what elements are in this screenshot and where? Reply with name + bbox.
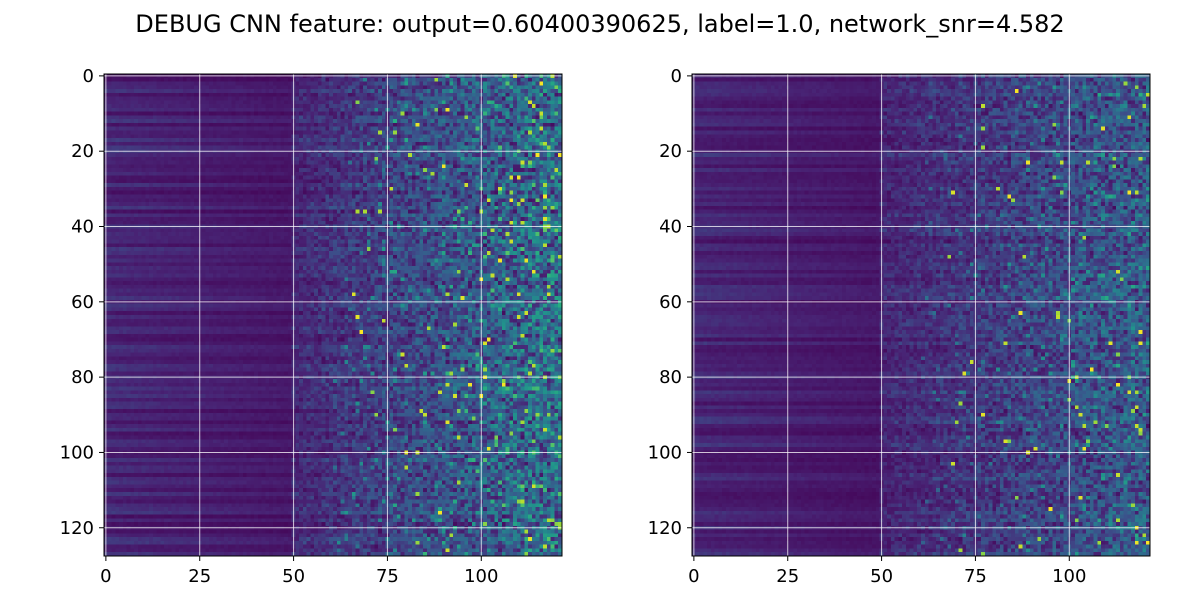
y-tick-label: 20 [659,141,682,162]
x-tick-label: 0 [100,566,111,587]
x-tick-label: 100 [1052,566,1086,587]
y-tick-label: 80 [71,367,94,388]
x-tick-label: 50 [870,566,893,587]
y-tick-label: 120 [60,518,94,539]
y-tick-label: 60 [659,292,682,313]
y-tick-label: 40 [71,217,94,238]
x-tick-label: 75 [376,566,399,587]
x-tick-label: 25 [776,566,799,587]
right-heatmap-frame [691,73,1151,557]
y-tick-label: 100 [60,442,94,463]
y-tick-label: 100 [648,442,682,463]
y-tick-label: 80 [659,367,682,388]
heatmap-cells [692,74,1150,556]
right-heatmap-panel: 0 25 50 75 100 0 20 40 60 80 100 120 [648,66,1151,587]
x-tick-label: 100 [464,566,498,587]
right-heatmap-y-axis: 0 20 40 60 80 100 120 [648,66,692,539]
x-tick-label: 75 [964,566,987,587]
y-tick-label: 60 [71,292,94,313]
y-tick-label: 0 [671,66,682,87]
left-heatmap-image [104,74,562,556]
y-tick-label: 120 [648,518,682,539]
x-tick-label: 25 [188,566,211,587]
y-tick-label: 40 [659,217,682,238]
x-tick-label: 50 [282,566,305,587]
x-tick-label: 0 [688,566,699,587]
left-heatmap-panel: 0 25 50 75 100 0 20 40 60 80 100 120 [60,66,563,587]
y-tick-label: 0 [83,66,94,87]
left-heatmap-y-axis: 0 20 40 60 80 100 120 [60,66,104,539]
left-heatmap-grid [104,74,562,556]
left-heatmap-frame [103,73,563,557]
y-tick-label: 20 [71,141,94,162]
right-heatmap-grid [692,74,1150,556]
heatmap-cells [104,74,562,556]
figure-title: DEBUG CNN feature: output=0.60400390625,… [135,10,1064,38]
right-heatmap-x-axis: 0 25 50 75 100 [688,556,1086,587]
right-heatmap-image [692,74,1150,556]
left-heatmap-x-axis: 0 25 50 75 100 [100,556,498,587]
